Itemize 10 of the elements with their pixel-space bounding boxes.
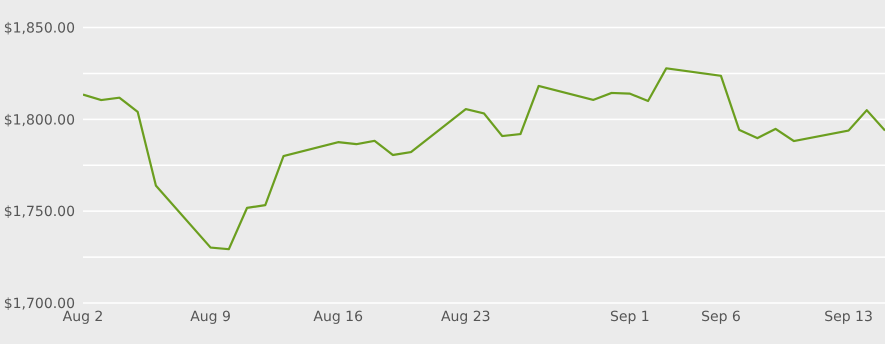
x-tick-label: Aug 23	[440, 308, 491, 325]
x-tick-label: Aug 16	[313, 308, 364, 325]
y-tick-label: $1,750.00	[4, 204, 75, 220]
x-tick-label: Aug 9	[190, 308, 231, 325]
x-tick-label: Sep 1	[610, 308, 650, 325]
y-tick-label: $1,800.00	[4, 112, 75, 128]
line-series	[83, 67, 885, 250]
x-tick-label: Sep 13	[824, 308, 873, 325]
x-tick-label: Sep 6	[701, 308, 741, 325]
y-tick-label: $1,850.00	[4, 20, 75, 37]
